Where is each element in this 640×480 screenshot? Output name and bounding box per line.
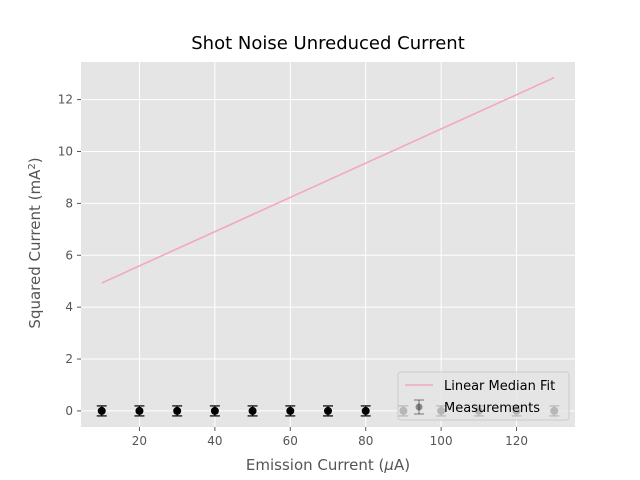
y-tick-label: 10 <box>58 144 73 158</box>
y-axis-label: Squared Current (mA2) <box>26 157 44 328</box>
fit-line <box>101 76 555 284</box>
legend-label-fit: Linear Median Fit <box>444 379 555 394</box>
legend-box <box>397 371 570 421</box>
measurement-point <box>96 405 107 417</box>
x-tick-label: 120 <box>505 434 528 448</box>
legend: Linear Median Fit Measurements <box>397 371 570 421</box>
y-tick-label: 8 <box>65 196 73 210</box>
x-axis-label: Emission Current (μA) <box>246 456 410 474</box>
measurement-point <box>172 405 183 417</box>
measurement-point <box>134 405 145 417</box>
measurement-point <box>247 405 258 417</box>
x-tick-label: 20 <box>132 434 147 448</box>
measurement-point <box>360 405 371 417</box>
x-tick-label: 40 <box>207 434 222 448</box>
x-tick-label: 80 <box>358 434 373 448</box>
measurement-point <box>323 405 333 417</box>
legend-label-measurements: Measurements <box>444 401 540 416</box>
chart-title: Shot Noise Unreduced Current <box>191 33 465 54</box>
y-tick-label: 4 <box>65 300 73 314</box>
measurement-point <box>209 405 220 417</box>
y-tick-label: 2 <box>65 352 73 366</box>
y-tick-label: 6 <box>65 248 73 262</box>
plot-area <box>81 62 575 427</box>
x-tick-label: 60 <box>283 434 298 448</box>
legend-errorbar-swatch <box>414 399 424 415</box>
y-tick-label: 12 <box>58 93 73 107</box>
y-tick-label: 0 <box>65 404 73 418</box>
measurement-point <box>285 405 296 417</box>
axis-ticks: 20 40 60 80 100 120 0 2 4 6 8 10 12 <box>58 93 528 448</box>
x-tick-label: 100 <box>430 434 453 448</box>
